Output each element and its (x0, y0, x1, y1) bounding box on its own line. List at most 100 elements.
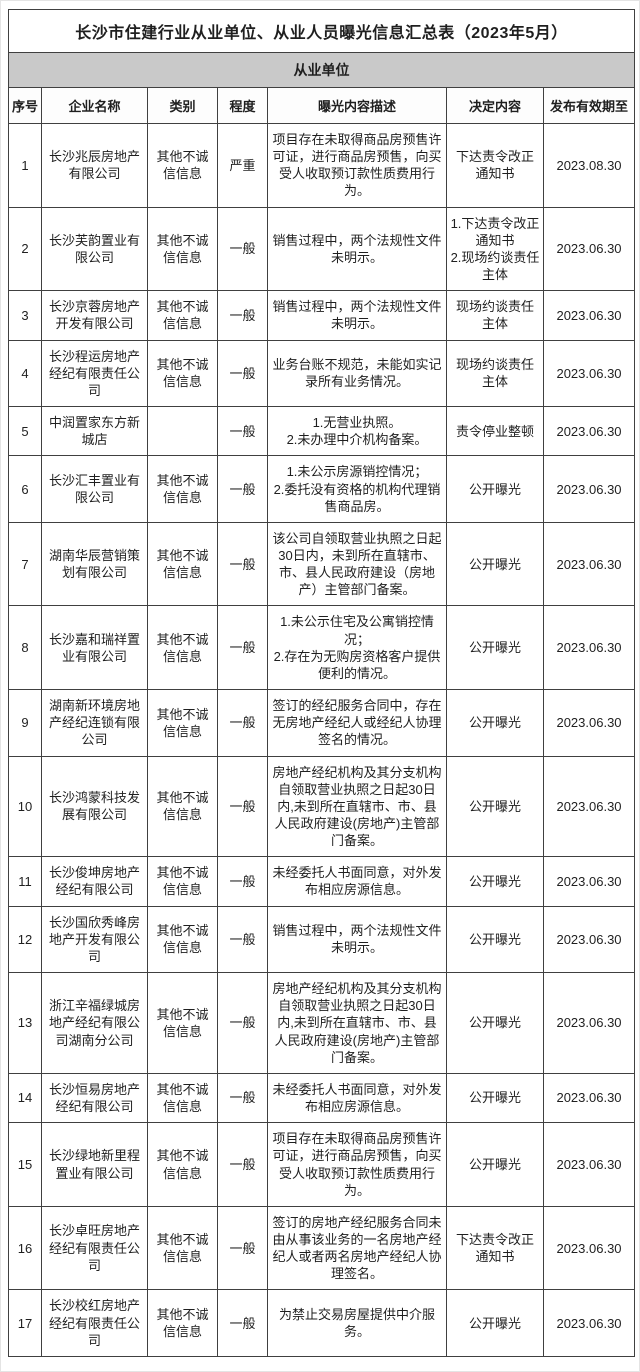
cell-exposure-description: 未经委托人书面同意，对外发布相应房源信息。 (267, 856, 447, 907)
cell-exposure-description: 房地产经纪机构及其分支机构自领取营业执照之日起30日内,未到所在直辖市、市、县人… (267, 972, 447, 1074)
cell-category: 其他不诚信信息 (147, 455, 218, 523)
cell-serial-number: 5 (8, 406, 42, 457)
cell-category: 其他不诚信信息 (147, 605, 218, 691)
page-title: 长沙市住建行业从业单位、从业人员曝光信息汇总表（2023年5月） (7, 9, 636, 53)
section-row: 从业单位 (7, 52, 636, 88)
column-header-decision: 决定内容 (446, 87, 544, 124)
cell-degree: 一般 (217, 455, 268, 523)
cell-valid-until: 2023.06.30 (542, 1072, 636, 1124)
cell-decision: 公开曝光 (446, 905, 544, 974)
cell-valid-until: 2023.06.30 (542, 455, 636, 523)
cell-valid-until: 2023.06.30 (542, 1205, 636, 1291)
table-row: 16 长沙卓旺房地产经纪有限责任公司 其他不诚信信息 一般 签订的房地产经纪服务… (8, 1205, 636, 1291)
cell-valid-until: 2023.06.30 (542, 605, 636, 691)
cell-degree: 一般 (217, 521, 268, 607)
column-header-exposure-description: 曝光内容描述 (267, 87, 447, 124)
cell-serial-number: 7 (8, 521, 42, 607)
cell-category: 其他不诚信信息 (147, 755, 218, 858)
cell-exposure-description: 销售过程中，两个法规性文件未明示。 (267, 905, 447, 974)
exposure-summary-table: 长沙市住建行业从业单位、从业人员曝光信息汇总表（2023年5月） 从业单位 序号… (7, 9, 636, 1357)
column-header-valid-until: 发布有效期至 (542, 87, 636, 124)
table-row: 9 湖南新环境房地产经纪连锁有限公司 其他不诚信信息 一般 签订的经纪服务合同中… (8, 689, 636, 757)
table-row: 15 长沙绿地新里程置业有限公司 其他不诚信信息 一般 项目存在未取得商品房预售… (8, 1122, 636, 1207)
table-row: 10 长沙鸿蒙科技发展有限公司 其他不诚信信息 一般 房地产经纪机构及其分支机构… (8, 755, 636, 858)
cell-valid-until: 2023.06.30 (542, 972, 636, 1074)
cell-company-name: 长沙国欣秀峰房地产开发有限公司 (41, 905, 148, 974)
cell-decision: 公开曝光 (446, 689, 544, 757)
cell-decision: 公开曝光 (446, 1289, 544, 1357)
cell-decision: 公开曝光 (446, 856, 544, 907)
table-row: 5 中润置家东方新城店 一般 1.无营业执照。 2.未办理中介机构备案。 责令停… (8, 406, 636, 457)
cell-exposure-description: 房地产经纪机构及其分支机构自领取营业执照之日起30日内,未到所在直辖市、市、县人… (267, 755, 447, 858)
cell-category: 其他不诚信信息 (147, 905, 218, 974)
cell-serial-number: 9 (8, 689, 42, 757)
cell-serial-number: 10 (8, 755, 42, 858)
cell-degree: 一般 (217, 755, 268, 858)
cell-decision: 公开曝光 (446, 605, 544, 691)
table-row: 17 长沙校红房地产经纪有限责任公司 其他不诚信信息 一般 为禁止交易房屋提供中… (8, 1289, 636, 1357)
cell-company-name: 中润置家东方新城店 (41, 406, 148, 457)
cell-company-name: 长沙程运房地产经纪有限责任公司 (41, 339, 148, 408)
cell-degree: 严重 (217, 123, 268, 208)
cell-serial-number: 4 (8, 339, 42, 408)
cell-degree: 一般 (217, 605, 268, 691)
cell-degree: 一般 (217, 206, 268, 292)
cell-decision: 1.下达责令改正通知书 2.现场约谈责任主体 (446, 206, 544, 292)
cell-exposure-description: 签订的房地产经纪服务合同未由从事该业务的一名房地产经纪人或者两名房地产经纪人协理… (267, 1205, 447, 1291)
cell-company-name: 长沙绿地新里程置业有限公司 (41, 1122, 148, 1207)
cell-category: 其他不诚信信息 (147, 1205, 218, 1291)
cell-category: 其他不诚信信息 (147, 972, 218, 1074)
cell-degree: 一般 (217, 339, 268, 408)
cell-decision: 公开曝光 (446, 1122, 544, 1207)
table-row: 7 湖南华辰营销策划有限公司 其他不诚信信息 一般 该公司自领取营业执照之日起3… (8, 521, 636, 607)
cell-valid-until: 2023.06.30 (542, 206, 636, 292)
cell-serial-number: 16 (8, 1205, 42, 1291)
cell-company-name: 长沙兆辰房地产有限公司 (41, 123, 148, 208)
title-row: 长沙市住建行业从业单位、从业人员曝光信息汇总表（2023年5月） (7, 9, 636, 53)
column-header-serial-number: 序号 (8, 87, 42, 124)
cell-degree: 一般 (217, 1289, 268, 1357)
cell-decision: 公开曝光 (446, 455, 544, 523)
cell-category: 其他不诚信信息 (147, 689, 218, 757)
table-row: 2 长沙芙韵置业有限公司 其他不诚信信息 一般 销售过程中，两个法规性文件未明示… (8, 206, 636, 292)
table-row: 6 长沙汇丰置业有限公司 其他不诚信信息 一般 1.未公示房源销控情况； 2.委… (8, 455, 636, 523)
cell-exposure-description: 该公司自领取营业执照之日起30日内，未到所在直辖市、市、县人民政府建设（房地产）… (267, 521, 447, 607)
cell-degree: 一般 (217, 406, 268, 457)
cell-decision: 下达责令改正通知书 (446, 123, 544, 208)
cell-serial-number: 11 (8, 856, 42, 907)
cell-exposure-description: 项目存在未取得商品房预售许可证，进行商品房预售，向买受人收取预订款性质费用行为。 (267, 1122, 447, 1207)
cell-company-name: 湖南华辰营销策划有限公司 (41, 521, 148, 607)
table-body: 1 长沙兆辰房地产有限公司 其他不诚信信息 严重 项目存在未取得商品房预售许可证… (8, 123, 636, 1357)
cell-degree: 一般 (217, 689, 268, 757)
cell-category: 其他不诚信信息 (147, 1122, 218, 1207)
table-row: 11 长沙俊坤房地产经纪有限公司 其他不诚信信息 一般 未经委托人书面同意，对外… (8, 856, 636, 907)
cell-company-name: 长沙嘉和瑞祥置业有限公司 (41, 605, 148, 691)
cell-serial-number: 13 (8, 972, 42, 1074)
cell-valid-until: 2023.06.30 (542, 290, 636, 341)
cell-exposure-description: 1.未公示房源销控情况； 2.委托没有资格的机构代理销售商品房。 (267, 455, 447, 523)
cell-category: 其他不诚信信息 (147, 123, 218, 208)
cell-valid-until: 2023.06.30 (542, 689, 636, 757)
cell-decision: 下达责令改正通知书 (446, 1205, 544, 1291)
cell-valid-until: 2023.06.30 (542, 856, 636, 907)
cell-degree: 一般 (217, 290, 268, 341)
cell-company-name: 长沙卓旺房地产经纪有限责任公司 (41, 1205, 148, 1291)
cell-valid-until: 2023.06.30 (542, 406, 636, 457)
cell-category: 其他不诚信信息 (147, 290, 218, 341)
cell-category (147, 406, 218, 457)
cell-degree: 一般 (217, 1205, 268, 1291)
cell-valid-until: 2023.06.30 (542, 339, 636, 408)
table-row: 3 长沙京蓉房地产开发有限公司 其他不诚信信息 一般 销售过程中，两个法规性文件… (8, 290, 636, 341)
cell-valid-until: 2023.08.30 (542, 123, 636, 208)
cell-decision: 现场约谈责任主体 (446, 290, 544, 341)
cell-exposure-description: 销售过程中，两个法规性文件未明示。 (267, 290, 447, 341)
cell-category: 其他不诚信信息 (147, 1072, 218, 1124)
cell-company-name: 长沙芙韵置业有限公司 (41, 206, 148, 292)
cell-company-name: 长沙校红房地产经纪有限责任公司 (41, 1289, 148, 1357)
cell-category: 其他不诚信信息 (147, 339, 218, 408)
cell-decision: 公开曝光 (446, 972, 544, 1074)
table-row: 1 长沙兆辰房地产有限公司 其他不诚信信息 严重 项目存在未取得商品房预售许可证… (8, 123, 636, 208)
cell-valid-until: 2023.06.30 (542, 755, 636, 858)
cell-serial-number: 12 (8, 905, 42, 974)
cell-serial-number: 1 (8, 123, 42, 208)
